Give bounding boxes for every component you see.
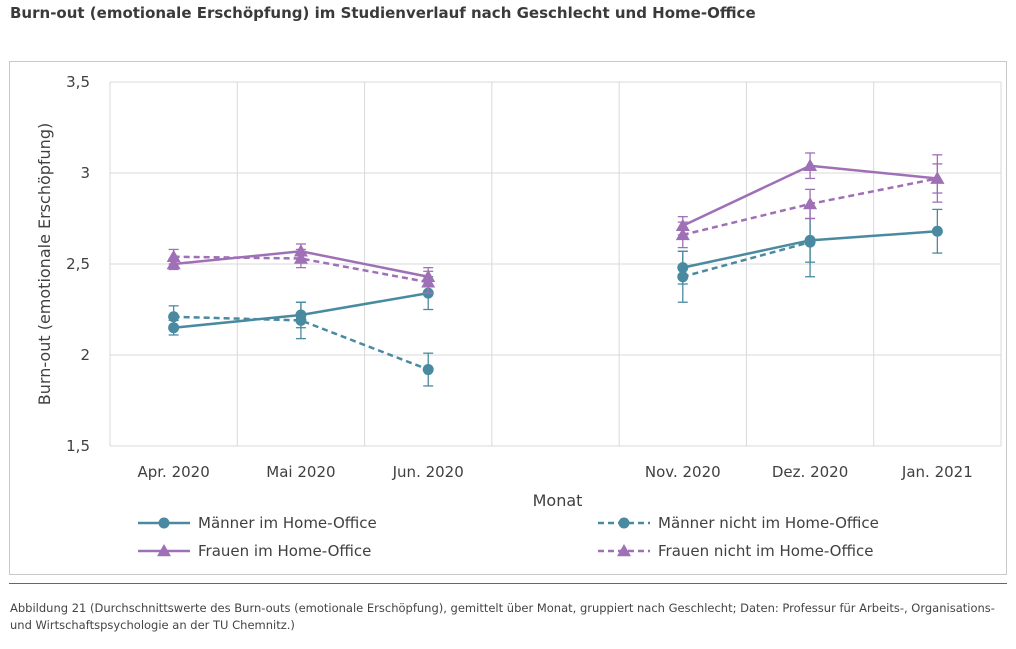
data-point-maenner-im-home-office (931, 225, 943, 237)
legend-marker-frauen-im-home-office (157, 544, 171, 557)
y-tick-label: 2,5 (66, 255, 90, 273)
data-point-frauen-nicht-im-home-office (803, 196, 818, 210)
data-point-maenner-nicht-im-home-office (168, 311, 180, 323)
chart-frame (9, 61, 1007, 575)
y-axis-title: Burn-out (emotionale Erschöpfung) (35, 123, 54, 405)
y-tick-label: 3 (80, 164, 90, 182)
data-point-frauen-nicht-im-home-office (421, 275, 436, 288)
data-point-frauen-nicht-im-home-office (675, 227, 690, 241)
series-line-maenner-nicht-im-home-office (173, 315, 429, 371)
data-point-maenner-nicht-im-home-office (295, 314, 307, 326)
series-line-frauen-nicht-im-home-office (173, 255, 429, 284)
y-tick-label: 3,5 (66, 73, 90, 91)
legend-label-frauen-nicht-im-home-office: Frauen nicht im Home-Office (658, 542, 873, 560)
x-tick-label: Mai 2020 (266, 463, 335, 481)
data-point-frauen-nicht-im-home-office (930, 171, 945, 184)
y-tick-label: 2 (80, 346, 90, 364)
x-axis-title: Monat (533, 491, 583, 510)
x-tick-label: Jan. 2021 (901, 463, 973, 481)
x-tick-label: Apr. 2020 (137, 463, 209, 481)
legend-marker-maenner-nicht-im-home-office (618, 517, 630, 529)
y-tick-label: 1,5 (66, 437, 90, 455)
caption-divider (9, 583, 1007, 584)
x-tick-label: Jun. 2020 (392, 463, 464, 481)
line-chart: 1,5 2 2,5 3 3,5 Apr. 2020 Mai 2020 Jun. 2020 Nov… (35, 73, 1002, 560)
legend-label-maenner-nicht-im-home-office: Männer nicht im Home-Office (658, 514, 879, 532)
x-tick-label: Nov. 2020 (645, 463, 721, 481)
data-point-frauen-nicht-im-home-office (166, 249, 181, 262)
chart-title: Burn-out (emotionale Erschöpfung) im Stu… (10, 4, 756, 22)
figure-caption: Abbildung 21 (Durchschnittswerte des Bur… (10, 601, 995, 632)
data-point-maenner-nicht-im-home-office (804, 236, 816, 248)
legend-label-frauen-im-home-office: Frauen im Home-Office (198, 542, 371, 560)
legend-marker-maenner-im-home-office (158, 517, 170, 529)
data-point-maenner-nicht-im-home-office (677, 271, 689, 283)
series-line-maenner-nicht-im-home-office (682, 240, 811, 278)
data-point-maenner-nicht-im-home-office (422, 364, 434, 376)
legend-label-maenner-im-home-office: Männer im Home-Office (198, 514, 377, 532)
data-point-frauen-im-home-office (803, 158, 818, 171)
legend-marker-frauen-nicht-im-home-office (617, 544, 631, 557)
data-point-frauen-nicht-im-home-office (293, 251, 308, 264)
x-tick-label: Dez. 2020 (772, 463, 848, 481)
